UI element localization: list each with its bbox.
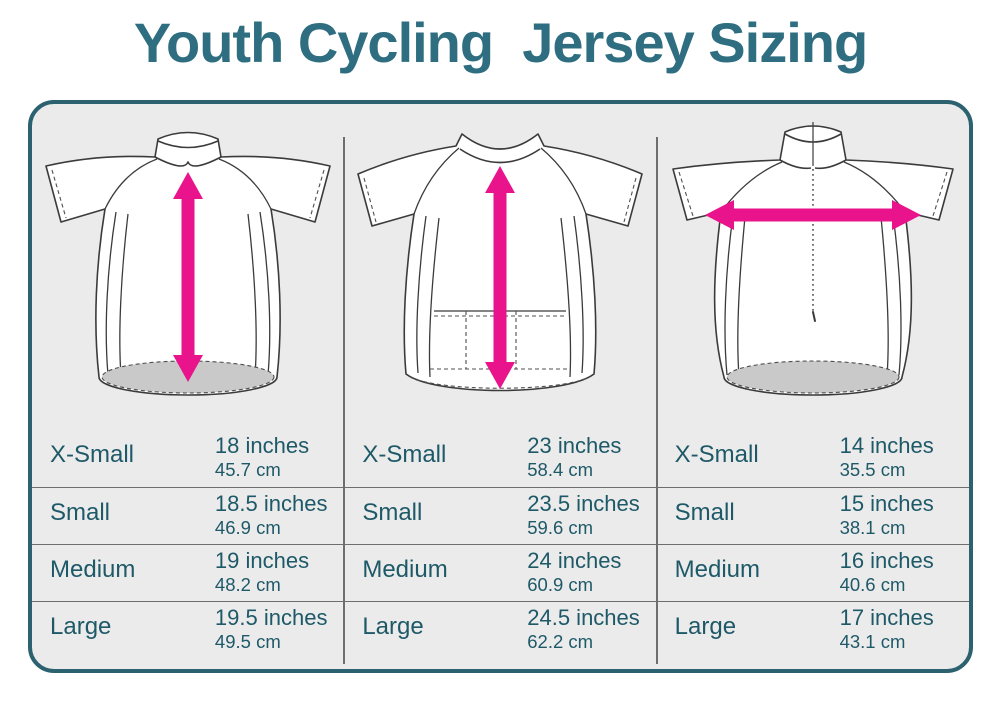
jersey-back-length-box <box>344 104 656 428</box>
size-label: Medium <box>50 556 136 583</box>
measurement-value: 24 inches 60.9 cm <box>527 545 646 601</box>
table-row: Medium 24 inches 60.9 cm <box>344 544 657 601</box>
size-label: Small <box>50 499 111 526</box>
column-front-length: X-Small 18 inches 45.7 cm Small 18.5 inc… <box>32 104 345 669</box>
cm-value: 45.7 cm <box>214 459 281 481</box>
inches-value: 14 inches <box>839 433 934 458</box>
inches-value: 19 inches <box>214 548 310 573</box>
column-divider <box>656 137 658 664</box>
cm-value: 40.6 cm <box>839 574 906 596</box>
inches-value: 24.5 inches <box>527 605 640 630</box>
inches-value: 17 inches <box>839 605 934 630</box>
column-back-length: X-Small 23 inches 58.4 cm Small 23.5 inc… <box>344 104 657 669</box>
table-row: X-Small 18 inches 45.7 cm <box>32 430 344 487</box>
measurement-value: 16 inches 40.6 cm <box>840 545 959 601</box>
measurement-value: 23.5 inches 59.6 cm <box>527 488 646 544</box>
cm-value: 48.2 cm <box>214 574 281 596</box>
cm-value: 43.1 cm <box>839 631 906 653</box>
table-row: Small 18.5 inches 46.9 cm <box>32 487 345 544</box>
size-label: Large <box>362 613 424 640</box>
table-row: Medium 16 inches 40.6 cm <box>656 544 969 601</box>
size-label: Medium <box>362 556 448 583</box>
measurement-value: 24.5 inches 62.2 cm <box>527 602 646 658</box>
cm-value: 60.9 cm <box>527 574 594 596</box>
chest-width-table: X-Small 14 inches 35.5 cm Small 15 inche… <box>656 430 969 669</box>
size-label: X-Small <box>362 441 447 468</box>
hem-opening <box>726 360 900 394</box>
zipper <box>811 169 816 322</box>
measurement-value: 19.5 inches 49.5 cm <box>215 602 334 658</box>
cm-value: 58.4 cm <box>527 459 594 481</box>
jersey-zip-outline <box>672 122 954 396</box>
measurement-value: 15 inches 38.1 cm <box>840 488 959 544</box>
size-label: Small <box>362 499 423 526</box>
back-length-arrow <box>485 166 516 389</box>
cm-value: 62.2 cm <box>527 631 594 653</box>
inches-value: 16 inches <box>839 548 934 573</box>
size-label: X-Small <box>674 441 759 468</box>
page-title: Youth Cycling Jersey Sizing <box>133 11 868 74</box>
table-row: Large 24.5 inches 62.2 cm <box>344 601 657 658</box>
inches-value: 18 inches <box>214 433 310 458</box>
cm-value: 38.1 cm <box>839 517 906 539</box>
measurement-value: 17 inches 43.1 cm <box>840 602 959 658</box>
inches-value: 15 inches <box>839 491 934 516</box>
table-row: Large 19.5 inches 49.5 cm <box>32 601 345 658</box>
size-label: Small <box>674 499 735 526</box>
measurement-value: 19 inches 48.2 cm <box>215 545 334 601</box>
inches-value: 24 inches <box>527 548 622 573</box>
measurement-value: 18 inches 45.7 cm <box>215 430 334 487</box>
inches-value: 23 inches <box>527 433 622 458</box>
cm-value: 35.5 cm <box>839 459 906 481</box>
jersey-chest-width-box <box>657 104 969 428</box>
column-divider <box>343 137 345 664</box>
column-chest-width: X-Small 14 inches 35.5 cm Small 15 inche… <box>656 104 969 669</box>
table-row: Small 15 inches 38.1 cm <box>656 487 969 544</box>
measurement-value: 18.5 inches 46.9 cm <box>215 488 334 544</box>
size-label: Large <box>50 613 112 640</box>
table-row: Large 17 inches 43.1 cm <box>656 601 969 658</box>
size-label: Medium <box>674 556 761 583</box>
table-row: X-Small 14 inches 35.5 cm <box>657 430 969 487</box>
jersey-chest-width-diagram <box>672 122 954 396</box>
inches-value: 18.5 inches <box>214 491 328 516</box>
measurement-value: 14 inches 35.5 cm <box>840 430 959 487</box>
cm-value: 46.9 cm <box>214 517 281 539</box>
jersey-front-length-box <box>32 104 344 428</box>
measurement-value: 23 inches 58.4 cm <box>527 430 646 487</box>
inches-value: 23.5 inches <box>527 491 640 516</box>
table-row: Small 23.5 inches 59.6 cm <box>344 487 657 544</box>
table-row: Medium 19 inches 48.2 cm <box>32 544 345 601</box>
cm-value: 49.5 cm <box>214 631 281 653</box>
chest-width-arrow <box>704 200 921 230</box>
jersey-front-length-diagram <box>45 131 331 396</box>
jersey-back-length-diagram <box>357 133 644 392</box>
back-length-table: X-Small 23 inches 58.4 cm Small 23.5 inc… <box>344 430 657 669</box>
size-label: X-Small <box>50 441 135 468</box>
table-row: X-Small 23 inches 58.4 cm <box>344 430 656 487</box>
front-length-table: X-Small 18 inches 45.7 cm Small 18.5 inc… <box>32 430 345 669</box>
sizing-panel: X-Small 18 inches 45.7 cm Small 18.5 inc… <box>28 100 973 673</box>
front-length-arrow <box>173 172 204 382</box>
inches-value: 19.5 inches <box>214 605 328 630</box>
size-label: Large <box>674 613 737 640</box>
cm-value: 59.6 cm <box>527 517 594 539</box>
